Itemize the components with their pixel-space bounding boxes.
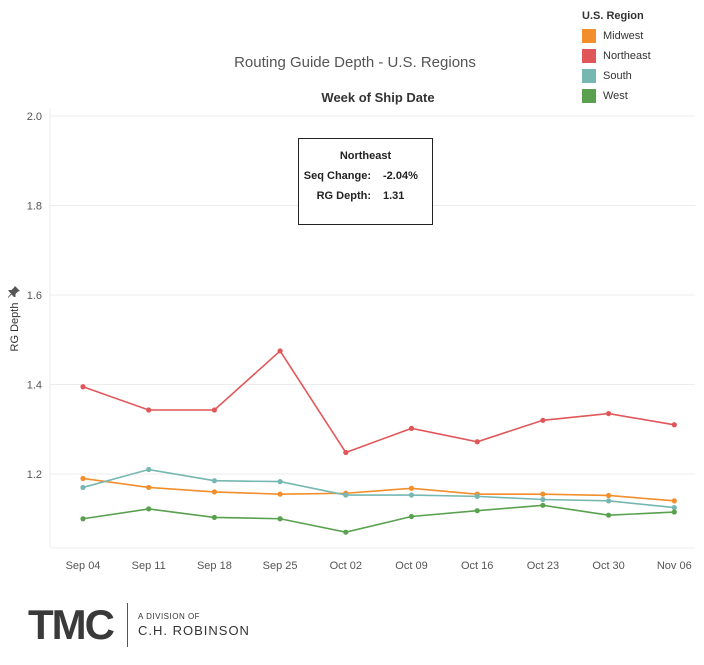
- data-point[interactable]: [277, 479, 283, 485]
- legend-swatch: [582, 69, 596, 83]
- data-point[interactable]: [146, 484, 152, 491]
- y-tick-label: 1.2: [27, 469, 42, 481]
- tooltip-value: 1.31: [383, 190, 405, 202]
- data-point[interactable]: [474, 493, 480, 499]
- legend-swatch: [582, 29, 596, 43]
- y-ticks: 1.2 1.4 1.6 1.8 2.0: [27, 111, 42, 481]
- data-point[interactable]: [211, 478, 217, 484]
- series-lines: [80, 348, 677, 535]
- tooltip-row: RG Depth: 1.31: [299, 190, 432, 202]
- data-point[interactable]: [277, 348, 283, 354]
- legend-item-west[interactable]: West: [582, 86, 651, 106]
- x-ticks: Sep 04 Sep 11 Sep 18 Sep 25 Oct 02 Oct 09 Oct …: [66, 560, 692, 572]
- data-point[interactable]: [606, 498, 612, 504]
- data-point[interactable]: [606, 410, 612, 417]
- tmc-logo-mark: TMC: [28, 601, 115, 648]
- data-point[interactable]: [146, 466, 152, 473]
- data-point[interactable]: [606, 492, 612, 499]
- legend-item-northeast[interactable]: Northeast: [582, 46, 651, 66]
- series-south: [80, 466, 677, 511]
- series-line[interactable]: [82, 468, 675, 509]
- data-point[interactable]: [540, 502, 546, 508]
- data-point[interactable]: [671, 504, 677, 511]
- tooltip-row: Seq Change: -2.04%: [299, 170, 432, 182]
- data-point[interactable]: [540, 491, 546, 497]
- series-west: [80, 502, 677, 535]
- data-point[interactable]: [408, 513, 415, 520]
- division-small-text: A DIVISION OF: [137, 612, 201, 621]
- x-tick-label: Oct 30: [592, 560, 624, 572]
- logo-divider: [126, 603, 128, 647]
- x-tick-label: Nov 06: [657, 560, 692, 572]
- x-tick-label: Sep 25: [263, 560, 298, 572]
- data-point[interactable]: [80, 475, 86, 482]
- legend-label: South: [603, 70, 632, 82]
- legend-item-midwest[interactable]: Midwest: [582, 26, 651, 46]
- data-point[interactable]: [80, 516, 86, 522]
- data-point[interactable]: [343, 529, 349, 535]
- data-point[interactable]: [211, 407, 217, 413]
- series-line[interactable]: [82, 349, 675, 454]
- y-axis-label: RG Depth: [9, 303, 21, 352]
- legend-swatch: [582, 49, 596, 63]
- series-line[interactable]: [82, 477, 675, 502]
- data-point[interactable]: [211, 489, 217, 495]
- x-tick-label: Sep 11: [132, 560, 166, 572]
- series-midwest: [80, 475, 677, 504]
- tooltip: Northeast Seq Change: -2.04% RG Depth: 1…: [298, 138, 433, 225]
- data-point[interactable]: [540, 417, 546, 423]
- data-point[interactable]: [474, 508, 480, 514]
- y-tick-label: 2.0: [27, 111, 42, 123]
- chart-subtitle: Week of Ship Date: [321, 90, 434, 105]
- legend-label: Northeast: [603, 50, 651, 62]
- legend-label: Midwest: [603, 30, 644, 42]
- data-point[interactable]: [408, 492, 415, 498]
- pin-icon[interactable]: [7, 285, 21, 299]
- chart: Routing Guide Depth - U.S. Regions Week …: [9, 54, 695, 572]
- tooltip-title: Northeast: [339, 150, 392, 162]
- data-point[interactable]: [408, 425, 415, 431]
- data-point[interactable]: [343, 449, 349, 456]
- data-point[interactable]: [277, 491, 283, 497]
- data-point[interactable]: [671, 509, 677, 515]
- x-tick-label: Oct 23: [527, 560, 559, 572]
- chart-title: Routing Guide Depth - U.S. Regions: [234, 54, 476, 71]
- y-tick-label: 1.4: [27, 380, 42, 392]
- data-point[interactable]: [671, 498, 677, 504]
- data-point[interactable]: [277, 516, 283, 522]
- legend-label: West: [603, 90, 628, 102]
- x-tick-label: Sep 04: [66, 560, 101, 572]
- legend-title: U.S. Region: [582, 10, 644, 22]
- tooltip-label: RG Depth:: [316, 190, 371, 202]
- tooltip-label: Seq Change:: [303, 170, 371, 182]
- data-point[interactable]: [671, 422, 677, 428]
- data-point[interactable]: [343, 492, 349, 498]
- data-point[interactable]: [540, 496, 546, 503]
- tooltip-value: -2.04%: [383, 170, 418, 182]
- legend-item-south[interactable]: South: [582, 66, 651, 86]
- data-point[interactable]: [146, 407, 152, 413]
- data-point[interactable]: [146, 506, 152, 512]
- division-text: A DIVISION OF C.H. ROBINSON: [138, 612, 250, 638]
- data-point[interactable]: [80, 384, 86, 390]
- x-tick-label: Oct 02: [330, 560, 362, 572]
- company-logo: TMC A DIVISION OF C.H. ROBINSON: [28, 600, 250, 650]
- data-point[interactable]: [606, 512, 612, 518]
- series-northeast: [80, 348, 677, 456]
- data-point[interactable]: [474, 439, 480, 445]
- y-tick-label: 1.8: [27, 201, 42, 213]
- data-point[interactable]: [211, 514, 217, 521]
- x-tick-label: Oct 16: [461, 560, 493, 572]
- y-tick-label: 1.6: [27, 290, 42, 302]
- legend-swatch: [582, 89, 596, 103]
- legend: U.S. Region Midwest Northeast South West: [582, 10, 651, 106]
- x-tick-label: Sep 18: [197, 560, 232, 572]
- series-line[interactable]: [82, 504, 675, 533]
- division-name: C.H. ROBINSON: [137, 623, 250, 638]
- data-point[interactable]: [80, 484, 86, 491]
- x-tick-label: Oct 09: [395, 560, 427, 572]
- data-point[interactable]: [408, 485, 415, 491]
